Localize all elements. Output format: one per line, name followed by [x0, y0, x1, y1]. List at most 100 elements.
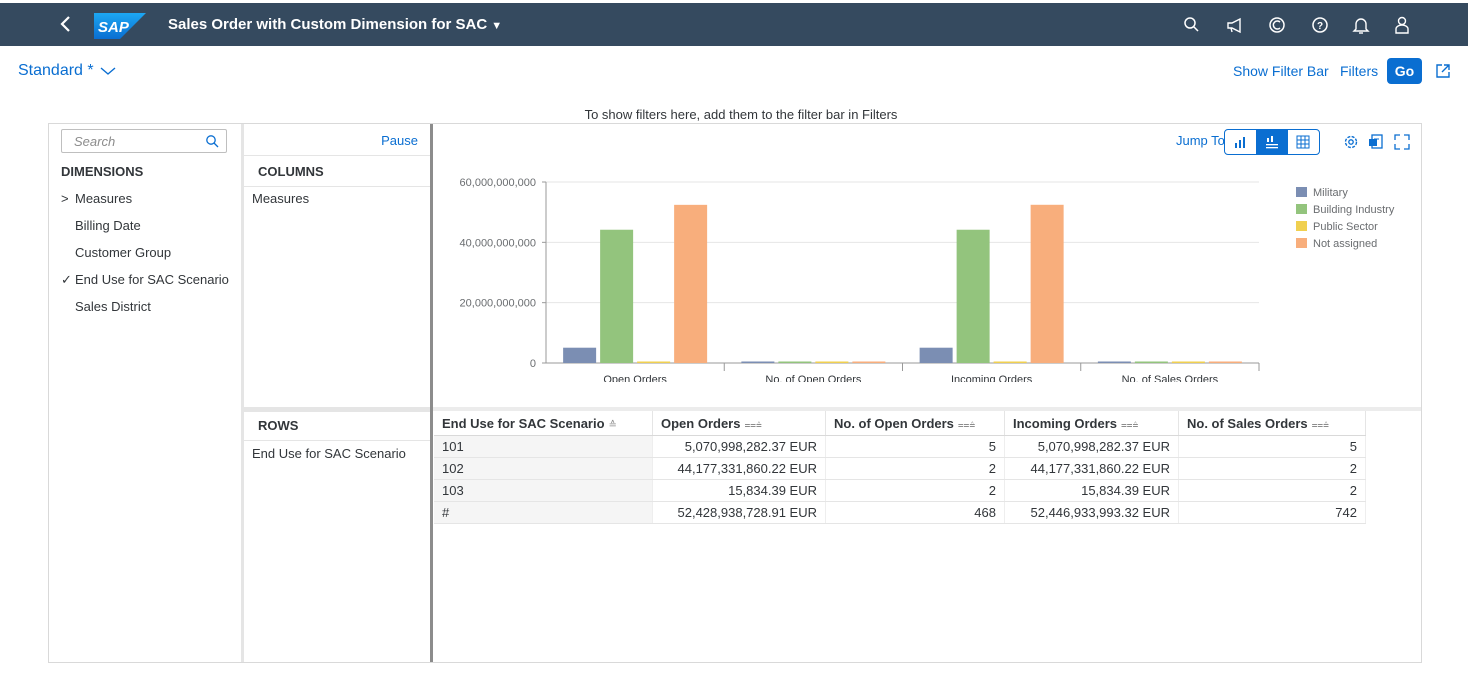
bar — [778, 361, 812, 363]
dimension-label: End Use for SAC Scenario — [75, 272, 229, 287]
value-cell: 15,834.39 EUR — [1004, 479, 1179, 502]
megaphone-icon[interactable] — [1224, 14, 1246, 36]
column-header[interactable]: No. of Open Orders ⩵≙ — [825, 411, 1005, 436]
fullscreen-icon[interactable] — [1393, 133, 1411, 151]
title-dropdown-icon: ▼ — [491, 20, 503, 32]
export-icon[interactable] — [1367, 133, 1385, 151]
settings-icon[interactable] — [1342, 133, 1360, 151]
copilot-icon[interactable] — [1266, 14, 1288, 36]
jump-to-button[interactable]: Jump To — [1176, 133, 1225, 148]
visualization-area: Jump To 60,000,000,000 40,000,000,000 20,0… — [433, 124, 1421, 662]
value-cell: 2 — [1178, 457, 1366, 480]
bell-icon[interactable] — [1350, 14, 1372, 36]
column-header-label: No. of Open Orders — [834, 415, 954, 431]
value-cell: 52,446,933,993.32 EUR — [1004, 501, 1179, 524]
dimension-item-measures[interactable]: > Measures — [61, 191, 132, 206]
rows-item-end-use[interactable]: End Use for SAC Scenario — [252, 446, 406, 461]
legend-label: Military — [1313, 187, 1348, 199]
column-header[interactable]: Incoming Orders ⩵≙ — [1004, 411, 1179, 436]
column-header-label: No. of Sales Orders — [1187, 415, 1308, 431]
chart-table-view-button[interactable] — [1256, 130, 1288, 154]
legend-swatch — [1296, 238, 1307, 248]
value-cell: 468 — [825, 501, 1005, 524]
dimension-item-customer-group[interactable]: Customer Group — [61, 245, 171, 260]
rows-divider[interactable] — [244, 407, 432, 412]
bar — [919, 347, 953, 363]
value-cell: 5 — [825, 435, 1005, 458]
results-table: End Use for SAC Scenario ≙ Open Orders ⩵≙ No… — [434, 411, 1366, 524]
variant-name: Standard * — [18, 62, 94, 79]
go-button[interactable]: Go — [1387, 58, 1422, 84]
chart-table-icon — [1265, 136, 1278, 149]
table-view-button[interactable] — [1288, 130, 1319, 154]
sap-logo[interactable]: SAP — [94, 13, 146, 39]
sort-icon: ⩵≙ — [1311, 419, 1329, 431]
app-title[interactable]: Sales Order with Custom Dimension for SA… — [168, 16, 502, 33]
value-cell: 5,070,998,282.37 EUR — [1004, 435, 1179, 458]
column-header-label: End Use for SAC Scenario — [442, 415, 605, 431]
sort-icon: ≙ — [608, 419, 617, 431]
column-header[interactable]: Open Orders ⩵≙ — [652, 411, 826, 436]
table-row[interactable]: #52,428,938,728.91 EUR 468 52,446,933,993.… — [434, 501, 1366, 524]
chart-table-divider[interactable] — [433, 407, 1421, 411]
row-label-cell: # — [434, 501, 653, 524]
value-cell: 742 — [1178, 501, 1366, 524]
chart-view-button[interactable] — [1225, 130, 1256, 154]
checkmark-icon: ✓ — [61, 272, 72, 287]
bar — [1030, 204, 1064, 363]
dimension-item-billing-date[interactable]: Billing Date — [61, 218, 141, 233]
bar — [674, 204, 708, 363]
back-icon[interactable] — [56, 12, 76, 36]
variant-selector[interactable]: Standard * — [18, 62, 116, 80]
dimension-item-sales-district[interactable]: Sales District — [61, 299, 151, 314]
dimension-label: Sales District — [75, 299, 151, 314]
value-cell: 2 — [1178, 479, 1366, 502]
value-cell: 52,428,938,728.91 EUR — [652, 501, 826, 524]
show-filter-bar-button[interactable]: Show Filter Bar — [1233, 63, 1329, 79]
y-tick-label: 40,000,000,000 — [460, 237, 536, 249]
user-icon[interactable] — [1391, 14, 1413, 36]
share-icon[interactable] — [1434, 62, 1452, 80]
row-label-cell: 101 — [434, 435, 653, 458]
layout-panel: Pause COLUMNS Measures ROWS End Use for … — [244, 124, 432, 662]
filters-button[interactable]: Filters — [1340, 63, 1379, 79]
bar — [815, 361, 849, 363]
column-header[interactable]: End Use for SAC Scenario ≙ — [434, 411, 653, 436]
column-header-label: Incoming Orders — [1013, 415, 1118, 431]
legend-label: Building Industry — [1313, 204, 1395, 216]
search-icon[interactable] — [1181, 14, 1203, 36]
value-cell: 5 — [1178, 435, 1366, 458]
rows-title: ROWS — [258, 418, 299, 433]
bar — [993, 361, 1027, 363]
column-header[interactable]: No. of Sales Orders ⩵≙ — [1178, 411, 1366, 436]
dimension-label: Customer Group — [75, 245, 172, 260]
x-tick-label: No. of Open Orders — [765, 374, 861, 382]
bar-chart-icon — [1234, 137, 1245, 148]
y-tick-label: 0 — [530, 358, 536, 370]
view-switch[interactable] — [1224, 129, 1320, 155]
value-cell: 2 — [825, 457, 1005, 480]
table-row[interactable]: 101 5,070,998,282.37 EUR 5 5,070,998,282.37… — [434, 435, 1366, 458]
columns-title: COLUMNS — [258, 164, 324, 179]
bar — [1134, 361, 1168, 363]
dimension-item-end-use[interactable]: ✓ End Use for SAC Scenario — [61, 272, 229, 288]
help-icon[interactable]: ? — [1309, 14, 1331, 36]
separator — [244, 155, 432, 156]
search-icon[interactable] — [205, 134, 219, 148]
separator — [244, 440, 432, 441]
row-label-cell: 103 — [434, 479, 653, 502]
svg-text:?: ? — [1317, 21, 1323, 32]
table-row[interactable]: 102 44,177,331,860.22 EUR 2 44,177,331,860.… — [434, 457, 1366, 480]
dimensions-title: DIMENSIONS — [61, 164, 144, 179]
dimension-search-input[interactable]: Search — [61, 129, 227, 153]
table-row[interactable]: 103 15,834.39 EUR 2 15,834.39 EUR 2 — [434, 479, 1366, 502]
separator — [244, 186, 432, 187]
visualization-divider[interactable] — [430, 124, 433, 662]
search-placeholder: Search — [74, 134, 116, 149]
bar — [1208, 361, 1242, 363]
value-cell: 44,177,331,860.22 EUR — [652, 457, 826, 480]
y-tick-label: 20,000,000,000 — [460, 298, 536, 310]
pause-button[interactable]: Pause — [381, 133, 418, 148]
bar — [956, 229, 990, 363]
columns-item-measures[interactable]: Measures — [252, 191, 310, 206]
